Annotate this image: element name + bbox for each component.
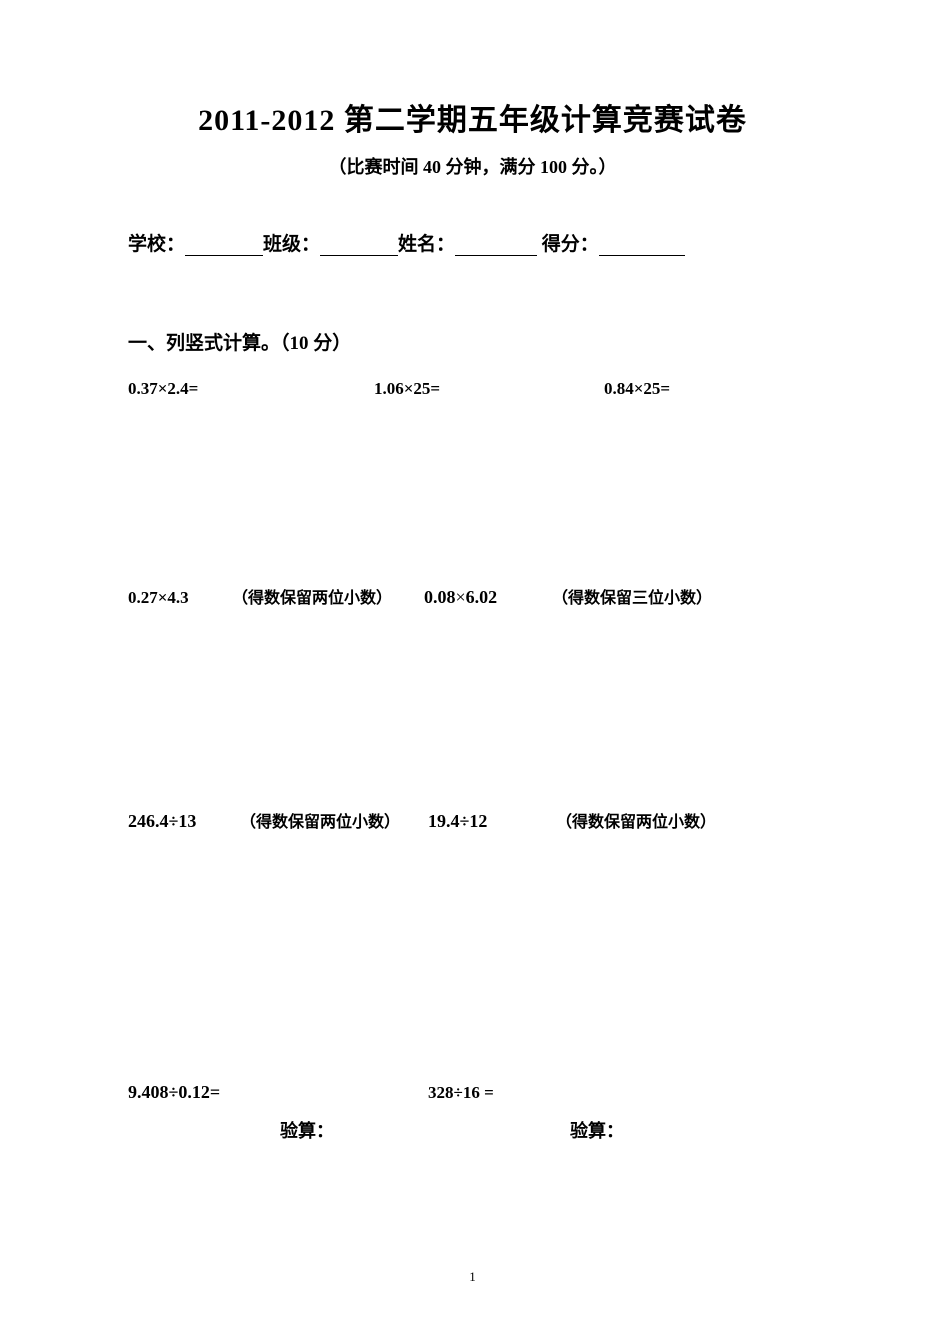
- question-5: 0.08×6.02: [424, 587, 552, 608]
- name-label: 姓名：: [398, 234, 455, 255]
- q5-a: 0.08: [424, 587, 456, 607]
- question-5-note: （得数保留三位小数）: [552, 584, 712, 608]
- question-4-note: （得数保留两位小数）: [232, 584, 424, 608]
- verify-row: 验算： 验算：: [128, 1117, 817, 1143]
- verify-spacer-1: [128, 1117, 280, 1143]
- verify-label-2: 验算：: [570, 1117, 624, 1143]
- question-6-note: （得数保留两位小数）: [240, 808, 428, 832]
- question-row-4: 9.408÷0.12= 328÷16 =: [128, 1082, 817, 1103]
- question-row-3: 246.4÷13 （得数保留两位小数） 19.4÷12 （得数保留两位小数）: [128, 808, 817, 832]
- question-6: 246.4÷13: [128, 811, 240, 832]
- name-blank: [455, 238, 537, 256]
- section-heading: 一、列竖式计算。（10 分）: [128, 328, 817, 355]
- q5-mult: ×: [456, 587, 466, 607]
- question-8: 9.408÷0.12=: [128, 1082, 428, 1103]
- page-subtitle: （比赛时间 40 分钟，满分 100 分。）: [128, 153, 817, 179]
- question-7: 19.4÷12: [428, 811, 556, 832]
- school-blank: [185, 238, 263, 256]
- exam-page: 2011-2012 第二学期五年级计算竞赛试卷 （比赛时间 40 分钟，满分 1…: [0, 0, 945, 1183]
- class-label: 班级：: [263, 234, 320, 255]
- question-7-note: （得数保留两位小数）: [556, 808, 716, 832]
- page-number: 1: [0, 1269, 945, 1285]
- question-3: 0.84×25=: [604, 379, 670, 399]
- school-label: 学校：: [128, 234, 185, 255]
- page-title: 2011-2012 第二学期五年级计算竞赛试卷: [128, 95, 817, 139]
- student-info-row: 学校： 班级： 姓名： 得分：: [128, 229, 817, 256]
- question-row-2: 0.27×4.3 （得数保留两位小数） 0.08×6.02 （得数保留三位小数）: [128, 584, 817, 608]
- question-9: 328÷16 =: [428, 1083, 494, 1103]
- question-1: 0.37×2.4=: [128, 379, 374, 399]
- question-4: 0.27×4.3: [128, 588, 232, 608]
- question-row-1: 0.37×2.4= 1.06×25= 0.84×25=: [128, 379, 817, 399]
- question-2: 1.06×25=: [374, 379, 604, 399]
- score-blank: [599, 238, 685, 256]
- q5-b: 6.02: [466, 587, 498, 607]
- score-label: 得分：: [537, 234, 599, 255]
- class-blank: [320, 238, 398, 256]
- verify-label-1: 验算：: [280, 1117, 570, 1143]
